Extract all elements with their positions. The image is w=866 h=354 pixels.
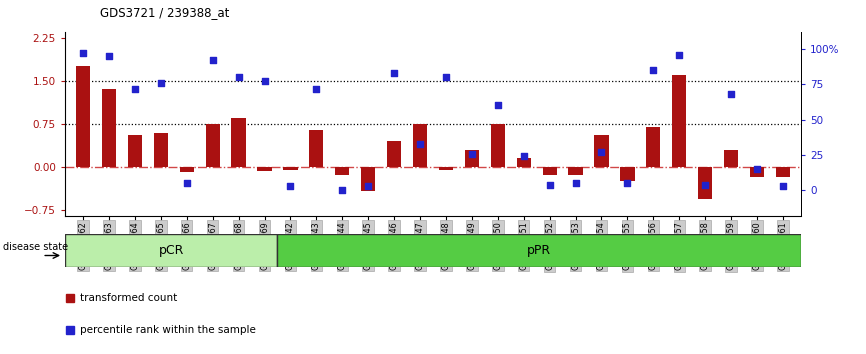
Point [724,91,738,97]
Point [257,79,271,84]
Point [413,141,427,147]
Point [465,151,479,156]
Bar [65,234,277,267]
Bar [335,167,349,175]
Point [309,86,323,91]
Bar [594,135,609,167]
Point [206,57,220,63]
Point [569,181,583,186]
Bar [776,167,790,177]
Bar [128,135,142,167]
Point [776,183,790,189]
Point [154,80,168,86]
Point [698,182,712,188]
Text: disease state: disease state [3,242,68,252]
Bar [309,130,324,167]
Point [283,183,297,189]
Bar [542,167,557,175]
Bar [102,89,116,167]
Bar [491,124,505,167]
Bar [620,167,635,181]
Text: GDS3721 / 239388_at: GDS3721 / 239388_at [100,6,229,19]
Bar [465,150,479,167]
Bar [76,67,90,167]
Text: percentile rank within the sample: percentile rank within the sample [80,325,256,335]
Point [387,70,401,76]
Text: pCR: pCR [158,244,184,257]
Bar [205,124,220,167]
Point [620,181,634,186]
Point [517,154,531,159]
Bar [277,234,801,267]
Bar [646,127,661,167]
Point [672,52,686,57]
Point [76,50,90,56]
Point [335,188,349,193]
Point [439,74,453,80]
Bar [698,167,712,199]
Point [750,166,764,172]
Bar [231,118,246,167]
Point [232,74,246,80]
Bar [517,159,531,167]
Bar [439,167,453,170]
Bar [361,167,375,191]
Bar [257,167,272,171]
Point [361,183,375,189]
Bar [179,167,194,172]
Bar [154,132,168,167]
Text: transformed count: transformed count [80,293,178,303]
Bar [672,75,687,167]
Bar [568,167,583,175]
Bar [724,150,738,167]
Point [180,181,194,186]
Point [595,149,609,155]
Point [491,103,505,108]
Point [128,86,142,91]
Text: pPR: pPR [527,244,552,257]
Bar [283,167,298,170]
Bar [387,141,401,167]
Point [646,67,660,73]
Bar [750,167,764,177]
Bar [413,124,427,167]
Point [102,53,116,59]
Point [543,182,557,188]
